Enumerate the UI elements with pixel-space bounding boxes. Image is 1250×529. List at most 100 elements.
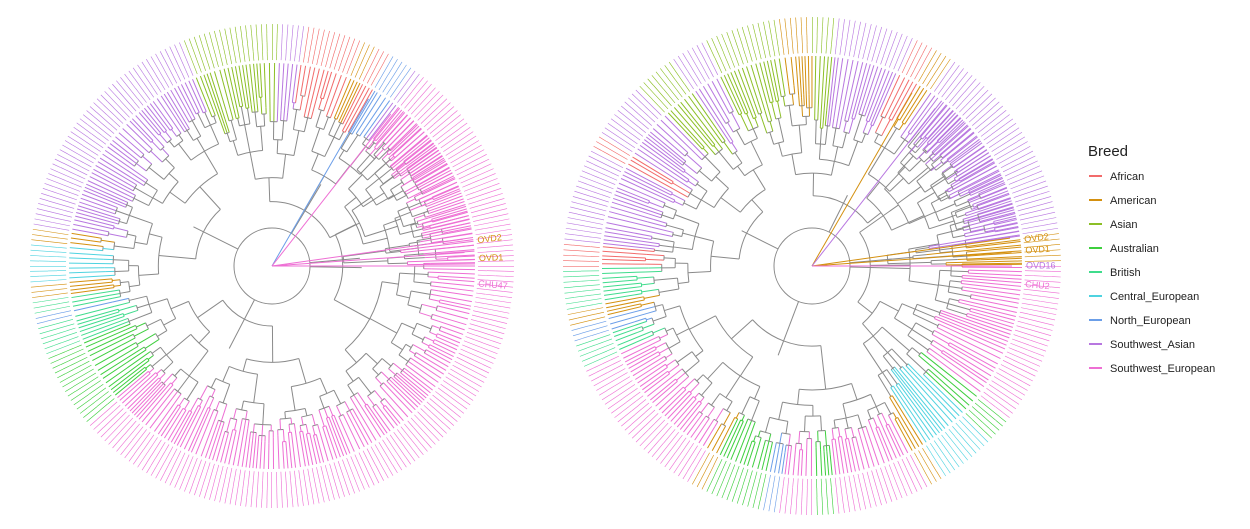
tree-tip-branch [73,223,103,231]
tree-tip-branch [421,355,447,371]
tree-tip-branch [287,64,294,113]
tree-arc [941,172,948,180]
tree-branch [299,425,302,432]
tree-tip-branch [979,212,1016,224]
tree-branch [708,146,716,156]
tree-branch [719,113,727,124]
tree-branch [636,276,654,279]
tree-tip-branch [301,65,307,90]
tree-branch [642,323,655,329]
tree-tip-branch [936,117,961,142]
tree-tip-branch [428,346,453,361]
tree-branch [824,125,828,145]
tree-branch [725,115,730,122]
tree-tip-branch [929,234,1020,249]
tree-arc [862,132,869,136]
tree-tip-branch [723,75,743,114]
tree-tip-branch [430,228,472,238]
tree-tip-branch [826,56,833,111]
tree-arc [163,130,167,133]
tree-branch [752,169,766,190]
tree-branch [226,132,231,142]
tree-tip-branch [741,67,756,104]
tree-branch [952,255,967,258]
tree-branch [301,416,304,426]
tree-arc [671,232,674,237]
tree-branch [848,118,854,134]
tree-branch [312,425,316,436]
tree-branch [381,371,390,380]
tree-branch [378,168,393,180]
tree-branch [916,151,925,160]
tree-branch [893,139,906,155]
tree-tip-branch [358,419,373,443]
tree-arc [119,279,122,286]
tree-tip-branch [231,66,241,107]
tree-branch [687,180,696,187]
tree-tip-branch [435,195,463,207]
tree-arc [781,95,786,98]
tree-branch [832,128,837,146]
tree-arc [899,366,903,370]
tip-label-glyphs: ———— [825,17,838,54]
tree-tip-branch [898,383,937,436]
tree-branch [345,370,354,382]
tree-tip-branch [431,192,462,205]
tree-branch [358,377,372,394]
tree-branch [735,412,740,419]
tree-tip-branch [375,109,403,142]
tree-branch [385,250,401,254]
tree-branch [851,437,855,447]
tree-arc [834,414,859,421]
tree-branch [978,189,988,195]
tree-branch [253,374,259,403]
tree-branch [113,259,129,261]
tree-branch [774,442,777,450]
tree-branch [405,364,415,372]
tree-tip-branch [602,279,638,284]
tree-tip-branch [602,275,637,279]
tree-branch [121,337,136,346]
tree-tip-branch [69,252,108,256]
tree-tip-branch [968,269,1022,273]
tree-branch [731,319,753,340]
tree-branch [936,327,952,335]
tree-branch [681,376,690,383]
tree-branch [403,154,412,162]
tree-arc [414,196,417,201]
tree-arc [427,344,431,348]
tree-branch [731,142,738,152]
tree-tip-branch [962,173,1001,193]
tree-tip-branch [892,385,931,441]
tree-branch [651,226,674,233]
tree-tip-branch [726,421,744,459]
tree-tip-branch [102,153,133,174]
tree-branch [951,270,969,273]
tree-branch [246,108,251,124]
tree-tip-branch [403,137,430,159]
tree-arc [744,164,763,177]
tree-branch [122,328,138,336]
tree-arc [760,430,771,435]
tree-branch [950,179,960,186]
tree-branch [826,114,830,126]
tree-tip-branch [628,351,659,369]
tree-branch [845,417,849,429]
tree-branch [970,228,985,233]
tree-arc [174,388,182,395]
tree-branch [414,355,425,363]
tree-branch [149,233,163,238]
tree-branch [746,113,754,130]
tree-branch [741,396,751,415]
tree-arc [845,437,849,440]
tree-tip-branch [905,380,946,429]
tree-branch [922,143,929,151]
tree-tip-branch [423,163,448,179]
tree-tip-branch [826,451,830,476]
tree-arc [931,164,937,171]
tree-arc [340,147,348,153]
tree-tip-branch [655,382,683,407]
tree-branch [941,165,952,173]
tree-branch [715,408,724,421]
tree-tip-branch [407,259,475,263]
